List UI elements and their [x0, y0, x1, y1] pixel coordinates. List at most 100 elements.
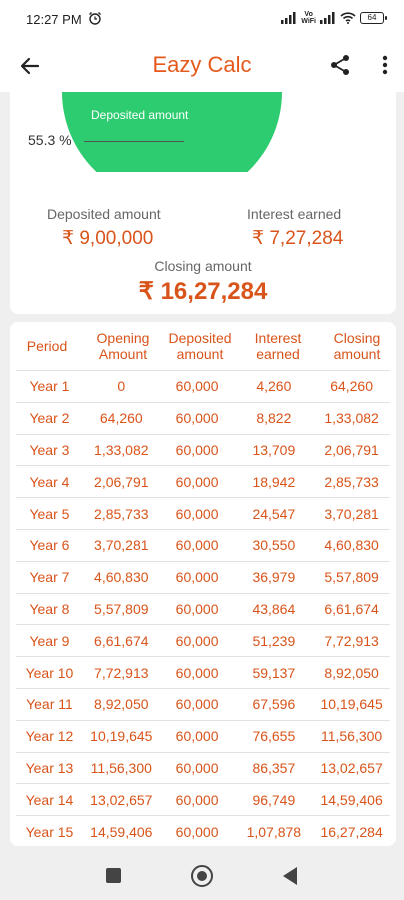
header-opening-amount: Opening Amount — [96, 330, 150, 362]
table-cell: Year 9 — [29, 632, 70, 649]
app-title: Eazy Calc — [152, 52, 252, 77]
app-bar: Eazy Calc — [0, 40, 404, 92]
table-cell: 14,59,406 — [90, 823, 153, 840]
table-cell: 4,60,830 — [94, 569, 149, 586]
table-cell: 43,864 — [252, 600, 296, 617]
table-row: Year 2 64,260 60,000 8,822 1,33,082 — [16, 401, 390, 434]
yearly-table: Period Opening Amount Deposited amount I… — [10, 322, 396, 846]
deposited-caption: Deposited amount — [47, 206, 161, 222]
table-cell: 76,655 — [252, 728, 296, 745]
table-cell: 13,02,657 — [320, 759, 383, 776]
table-cell: Year 11 — [26, 696, 73, 713]
table-cell: 8,92,050 — [94, 696, 149, 713]
table-cell: 4,260 — [256, 378, 292, 395]
table-cell: Year 14 — [25, 791, 74, 808]
table-cell: Year 2 — [29, 410, 70, 427]
table-cell: 6,61,674 — [324, 600, 379, 617]
signal-icon — [281, 12, 296, 24]
table-cell: Year 12 — [25, 728, 74, 745]
table-cell: 14,59,406 — [320, 791, 383, 808]
table-cell: 60,000 — [175, 728, 219, 745]
summary-card: Deposited amount 55.3 % Deposited amount… — [10, 92, 396, 314]
table-row: Year 7 4,60,830 60,000 36,979 5,57,809 — [16, 560, 390, 593]
vowifi-indicator: Vo WiFi — [301, 11, 316, 25]
header-period: Period — [26, 338, 68, 354]
table-cell: 60,000 — [175, 759, 219, 776]
table-cell: 11,56,300 — [90, 759, 152, 776]
table-cell: Year 6 — [29, 537, 70, 554]
table-cell: Year 4 — [29, 473, 70, 490]
table-cell: 16,27,284 — [320, 823, 383, 840]
table-cell: 10,19,645 — [90, 728, 153, 745]
table-cell: 13,709 — [252, 441, 296, 458]
status-bar: 12:27 PM Vo WiFi 64 — [0, 0, 404, 40]
table-cell: 2,06,791 — [94, 473, 149, 490]
signal-icon-2 — [320, 12, 335, 24]
table-cell: 4,60,830 — [324, 537, 379, 554]
table-cell: 5,57,809 — [94, 600, 149, 617]
table-cell: Year 10 — [25, 664, 74, 681]
table-cell: 60,000 — [175, 410, 219, 427]
table-row: Year 5 2,85,733 60,000 24,547 3,70,281 — [16, 497, 390, 529]
table-cell: 60,000 — [175, 696, 219, 713]
table-cell: 36,979 — [252, 569, 296, 586]
table-cell: 7,72,913 — [324, 632, 379, 649]
table-cell: 64,260 — [330, 378, 374, 395]
table-cell: 86,357 — [252, 759, 296, 776]
wifi-icon — [340, 12, 356, 24]
table-cell: 13,02,657 — [90, 791, 153, 808]
more-vert-icon[interactable] — [380, 53, 390, 77]
table-row: Year 10 7,72,913 60,000 59,137 8,92,050 — [16, 656, 390, 688]
share-icon[interactable] — [328, 53, 352, 77]
table-cell: 1,33,082 — [94, 441, 149, 458]
table-header: Period Opening Amount Deposited amount I… — [10, 322, 396, 370]
table-cell: 96,749 — [252, 791, 296, 808]
table-cell: 1,33,082 — [324, 410, 379, 427]
table-cell: 2,85,733 — [324, 473, 379, 490]
table-row: Year 3 1,33,082 60,000 13,709 2,06,791 — [16, 433, 390, 466]
recents-square-icon[interactable] — [106, 868, 121, 883]
closing-value: ₹ 16,27,284 — [138, 278, 268, 305]
table-cell: 10,19,645 — [320, 696, 383, 713]
table-cell: 64,260 — [99, 410, 143, 427]
home-circle-icon[interactable] — [191, 865, 213, 887]
table-cell: 0 — [117, 378, 126, 395]
table-cell: 60,000 — [175, 823, 219, 840]
table-cell: 60,000 — [175, 569, 219, 586]
pie-deposited-label: Deposited amount — [91, 108, 189, 122]
table-cell: 67,596 — [252, 696, 296, 713]
table-cell: 60,000 — [175, 600, 219, 617]
table-row: Year 15 14,59,406 60,000 1,07,878 16,27,284 — [16, 815, 390, 846]
interest-caption: Interest earned — [247, 206, 342, 222]
header-interest-earned: Interest earned — [254, 330, 302, 362]
table-cell: 60,000 — [175, 378, 219, 395]
table-cell: 3,70,281 — [94, 537, 149, 554]
alarm-icon — [89, 12, 101, 25]
back-arrow-icon[interactable] — [16, 52, 44, 80]
table-cell: 24,547 — [252, 505, 296, 522]
table-cell: Year 7 — [29, 569, 70, 586]
table-cell: 2,85,733 — [94, 505, 149, 522]
table-cell: 30,550 — [252, 537, 296, 554]
table-cell: 60,000 — [175, 791, 219, 808]
battery-icon: 64 — [360, 12, 387, 24]
table-row: Year 11 8,92,050 60,000 67,596 10,19,645 — [16, 688, 390, 720]
table-cell: 60,000 — [175, 632, 219, 649]
header-deposited-amount: Deposited amount — [168, 330, 232, 362]
table-row: Year 13 11,56,300 60,000 86,357 13,02,657 — [16, 751, 390, 784]
nav-back-triangle-icon[interactable] — [283, 867, 297, 885]
table-cell: 60,000 — [175, 505, 219, 522]
header-closing-amount: Closing amount — [333, 330, 381, 362]
table-row: Year 8 5,57,809 60,000 43,864 6,61,674 — [16, 592, 390, 625]
table-cell: 60,000 — [175, 473, 219, 490]
table-cell: 3,70,281 — [324, 505, 379, 522]
table-cell: 7,72,913 — [94, 664, 149, 681]
table-cell: Year 13 — [25, 759, 74, 776]
table-row: Year 6 3,70,281 60,000 30,550 4,60,830 — [16, 529, 390, 561]
table-cell: Year 5 — [29, 505, 70, 522]
table-cell: 60,000 — [175, 664, 219, 681]
table-row: Year 1 0 60,000 4,260 64,260 — [16, 370, 390, 402]
interest-value: ₹ 7,27,284 — [252, 228, 344, 249]
table-cell: 60,000 — [175, 537, 219, 554]
percent-label: 55.3 % — [28, 132, 72, 148]
